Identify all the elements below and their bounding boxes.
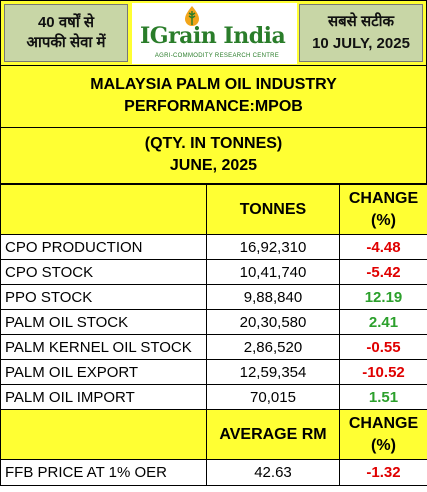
table-header-row: TONNES CHANGE (%) [0,184,427,235]
price-header-blank-cell [0,409,207,460]
table-row: PALM KERNEL OIL STOCK 2,86,520 -0.55 [0,334,427,360]
price-value: 42.63 [206,459,340,486]
table-row: PALM OIL IMPORT 70,015 1.51 [0,384,427,410]
row-tonnes: 2,86,520 [206,334,340,360]
price-label: FFB PRICE AT 1% OER [0,459,207,486]
header-blank-cell [0,184,207,235]
change-header-line1: CHANGE [348,189,419,207]
row-label: PALM OIL STOCK [0,309,207,335]
brand-subtitle: AGRI-COMMODITY RESEARCH CENTRE [154,53,280,59]
report-period: JUNE, 2025 [169,157,258,174]
change-header-line2: (%) [371,211,396,229]
row-change: 1.51 [339,384,427,410]
wheat-drop-icon [185,6,199,26]
table-row: PPO STOCK 9,88,840 12.19 [0,284,427,310]
col-header-tonnes: TONNES [206,184,340,235]
row-label: CPO STOCK [0,259,207,285]
price-change-header-line1: CHANGE [348,414,419,432]
title-line1: MALAYSIA PALM OIL INDUSTRY [90,76,337,93]
tagline-badge: 40 वर्षों से आपकी सेवा में [4,4,128,62]
row-change: -0.55 [339,334,427,360]
row-tonnes: 12,59,354 [206,359,340,385]
table-row: PALM OIL EXPORT 12,59,354 -10.52 [0,359,427,385]
report-subtitle: (QTY. IN TONNES) JUNE, 2025 [0,128,427,184]
row-tonnes: 20,30,580 [206,309,340,335]
row-label: PALM OIL IMPORT [0,384,207,410]
table-row: CPO STOCK 10,41,740 -5.42 [0,259,427,285]
unit-note: (QTY. IN TONNES) [144,135,283,152]
price-header-row: AVERAGE RM CHANGE (%) [0,409,427,460]
brand-name: IGrain India [140,23,286,49]
row-change: 12.19 [339,284,427,310]
tagline-line2: आपकी सेवा में [26,34,106,51]
row-tonnes: 70,015 [206,384,340,410]
col-header-average-rm: AVERAGE RM [206,409,340,460]
brand-logo: IGrain India AGRI-COMMODITY RESEARCH CEN… [132,3,297,64]
price-row: FFB PRICE AT 1% OER 42.63 -1.32 [0,459,427,486]
price-change: -1.32 [339,459,427,486]
row-tonnes: 10,41,740 [206,259,340,285]
col-header-change: CHANGE (%) [339,184,427,235]
report-date: 10 JULY, 2025 [312,35,410,52]
row-label: PALM KERNEL OIL STOCK [0,334,207,360]
row-change: 2.41 [339,309,427,335]
row-change: -10.52 [339,359,427,385]
price-change-header-line2: (%) [371,436,396,454]
date-badge: सबसे सटीक 10 JULY, 2025 [299,4,423,62]
row-tonnes: 16,92,310 [206,234,340,260]
row-label: PALM OIL EXPORT [0,359,207,385]
table-row: CPO PRODUCTION 16,92,310 -4.48 [0,234,427,260]
row-tonnes: 9,88,840 [206,284,340,310]
row-change: -5.42 [339,259,427,285]
title-line2: PERFORMANCE:MPOB [124,98,303,115]
table-row: PALM OIL STOCK 20,30,580 2.41 [0,309,427,335]
col-header-price-change: CHANGE (%) [339,409,427,460]
data-table: TONNES CHANGE (%) CPO PRODUCTION 16,92,3… [0,184,427,486]
accuracy-tagline: सबसे सटीक [327,13,395,30]
tagline-line1: 40 वर्षों से [37,14,95,31]
row-label: CPO PRODUCTION [0,234,207,260]
header-bar: 40 वर्षों से आपकी सेवा में IGrain India … [0,0,427,66]
row-change: -4.48 [339,234,427,260]
row-label: PPO STOCK [0,284,207,310]
report-title: MALAYSIA PALM OIL INDUSTRY PERFORMANCE:M… [0,66,427,128]
